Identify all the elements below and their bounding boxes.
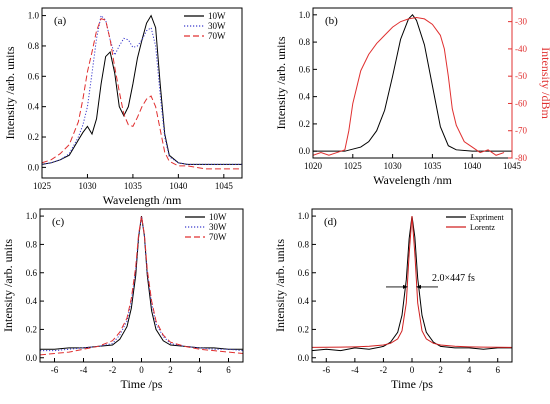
legend-entry: 70W	[208, 31, 226, 41]
y-tick-label: 0.8	[26, 239, 38, 249]
y-tick-label: 0.2	[26, 324, 37, 334]
series-line-right	[313, 17, 505, 156]
x-tick-label: 1030	[78, 181, 97, 191]
panel-4: -6 -4 -2 0 2 4 6 0.0 0.2 0.4 0.6 0.8 1.0 (d) Time /ps I…	[273, 208, 513, 391]
x-tick-label: -2	[109, 365, 117, 375]
x-tick-label: 1040	[463, 161, 482, 171]
y-tick-label: 0.8	[298, 239, 310, 249]
y-axis-label: Intensity /arb. units	[1, 239, 15, 332]
panel-3: -6 -4 -2 0 2 4 6 0.0 0.2 0.4 0.6 0.8 1.0 (c) Time /ps I…	[1, 208, 244, 391]
x-tick-label: 1025	[344, 161, 363, 171]
y-axis-label: Intensity /arb. units	[274, 36, 288, 129]
y2-tick-label: -60	[515, 98, 527, 108]
y-tick-label: 0.2	[28, 132, 39, 142]
x-tick-label: 1020	[304, 161, 323, 171]
y2-tick-label: -30	[515, 17, 527, 27]
y-tick-label: 0.4	[298, 296, 310, 306]
x-tick-label: 1025	[33, 181, 52, 191]
x-tick-label: 6	[226, 365, 231, 375]
series-line-lorentz	[312, 216, 512, 348]
legend-entry: 10W	[208, 11, 226, 21]
x-axis-label: Wavelength /nm	[103, 193, 182, 207]
x-tick-label: -6	[51, 365, 59, 375]
x-tick-label: -4	[80, 365, 88, 375]
x-axis-label: Time /ps	[391, 377, 433, 391]
y-tick-label: 0.6	[28, 71, 40, 81]
y-tick-label: 0.0	[28, 162, 40, 172]
y-tick-label: 0.0	[299, 146, 311, 156]
y-tick-label: 1.0	[299, 10, 311, 20]
panel-2: 1020 1025 1030 1035 1040 1045 0.0 0.2 0.4 0.6 0.8 1…	[274, 7, 550, 187]
x-tick-label: -2	[380, 365, 388, 375]
x-tick-label: -6	[323, 365, 331, 375]
x-tick-label: 1035	[423, 161, 442, 171]
series-line-left	[313, 14, 512, 152]
x-tick-label: 0	[139, 365, 144, 375]
series-line-70w	[40, 216, 243, 356]
y-tick-label: 0.4	[28, 102, 40, 112]
x-tick-label: 1035	[124, 181, 143, 191]
y-tick-label: 1.0	[28, 11, 40, 21]
x-tick-label: 0	[410, 365, 415, 375]
y-tick-label: 0.8	[28, 41, 40, 51]
annotation-text: 2.0×447 fs	[432, 273, 475, 284]
y-tick-label: 0.8	[299, 37, 311, 47]
x-tick-label: 6	[495, 365, 500, 375]
y2-tick-label: -40	[515, 44, 527, 54]
series-line-expriment	[312, 216, 512, 352]
x-tick-label: -4	[351, 365, 359, 375]
legend-entry: 70W	[209, 232, 227, 242]
series-line-30w	[42, 14, 242, 165]
x-tick-label: 4	[467, 365, 472, 375]
legend-entry: Lorentz	[470, 223, 495, 232]
y-tick-label: 1.0	[26, 211, 38, 221]
panel-label: (a)	[54, 15, 67, 27]
legend-entry: Expriment	[470, 213, 505, 222]
plot-frame	[41, 7, 243, 179]
y-tick-label: 0.2	[299, 119, 310, 129]
y-tick-label: 0.0	[298, 353, 310, 363]
plot-frame	[312, 7, 513, 159]
x-tick-label: 2	[438, 365, 443, 375]
x-tick-label: 1045	[215, 181, 234, 191]
y-tick-label: 0.0	[26, 353, 38, 363]
legend-entry: 30W	[208, 21, 226, 31]
y2-tick-label: -80	[515, 153, 527, 163]
x-tick-label: 2	[168, 365, 173, 375]
panel-1: 1025 1030 1035 1040 1045 0.0 0.2 0.4 0.6 0.8 1.0 (a…	[3, 7, 243, 207]
panel-label: (d)	[324, 216, 337, 228]
x-tick-label: 1045	[503, 161, 522, 171]
panel-label: (b)	[325, 15, 338, 27]
y-axis-label: Intensity /arb. units	[3, 46, 17, 139]
annotation-arrowhead-right	[416, 284, 421, 289]
y-tick-label: 1.0	[298, 211, 310, 221]
y-tick-label: 0.4	[299, 92, 311, 102]
y2-tick-label: -70	[515, 126, 527, 136]
x-tick-label: 4	[197, 365, 202, 375]
y-tick-label: 0.4	[26, 296, 38, 306]
y2-axis-label: Intensity /dBm	[539, 47, 550, 119]
x-tick-label: 1040	[169, 181, 188, 191]
y-tick-label: 0.2	[298, 324, 309, 334]
annotation-arrowhead-left	[403, 284, 408, 289]
y-tick-label: 0.6	[299, 64, 311, 74]
series-line-70w	[42, 18, 242, 170]
y-tick-label: 0.6	[298, 268, 310, 278]
y-tick-label: 0.6	[26, 268, 38, 278]
panel-label: (c)	[52, 216, 65, 228]
y-axis-label: Intensity /arb. units	[273, 239, 287, 332]
legend-entry: 10W	[209, 212, 227, 222]
x-axis-label: Time /ps	[121, 377, 163, 391]
legend-entry: 30W	[209, 222, 227, 232]
y2-tick-label: -50	[515, 71, 527, 81]
x-axis-label: Wavelength /nm	[373, 173, 452, 187]
x-tick-label: 1030	[384, 161, 403, 171]
